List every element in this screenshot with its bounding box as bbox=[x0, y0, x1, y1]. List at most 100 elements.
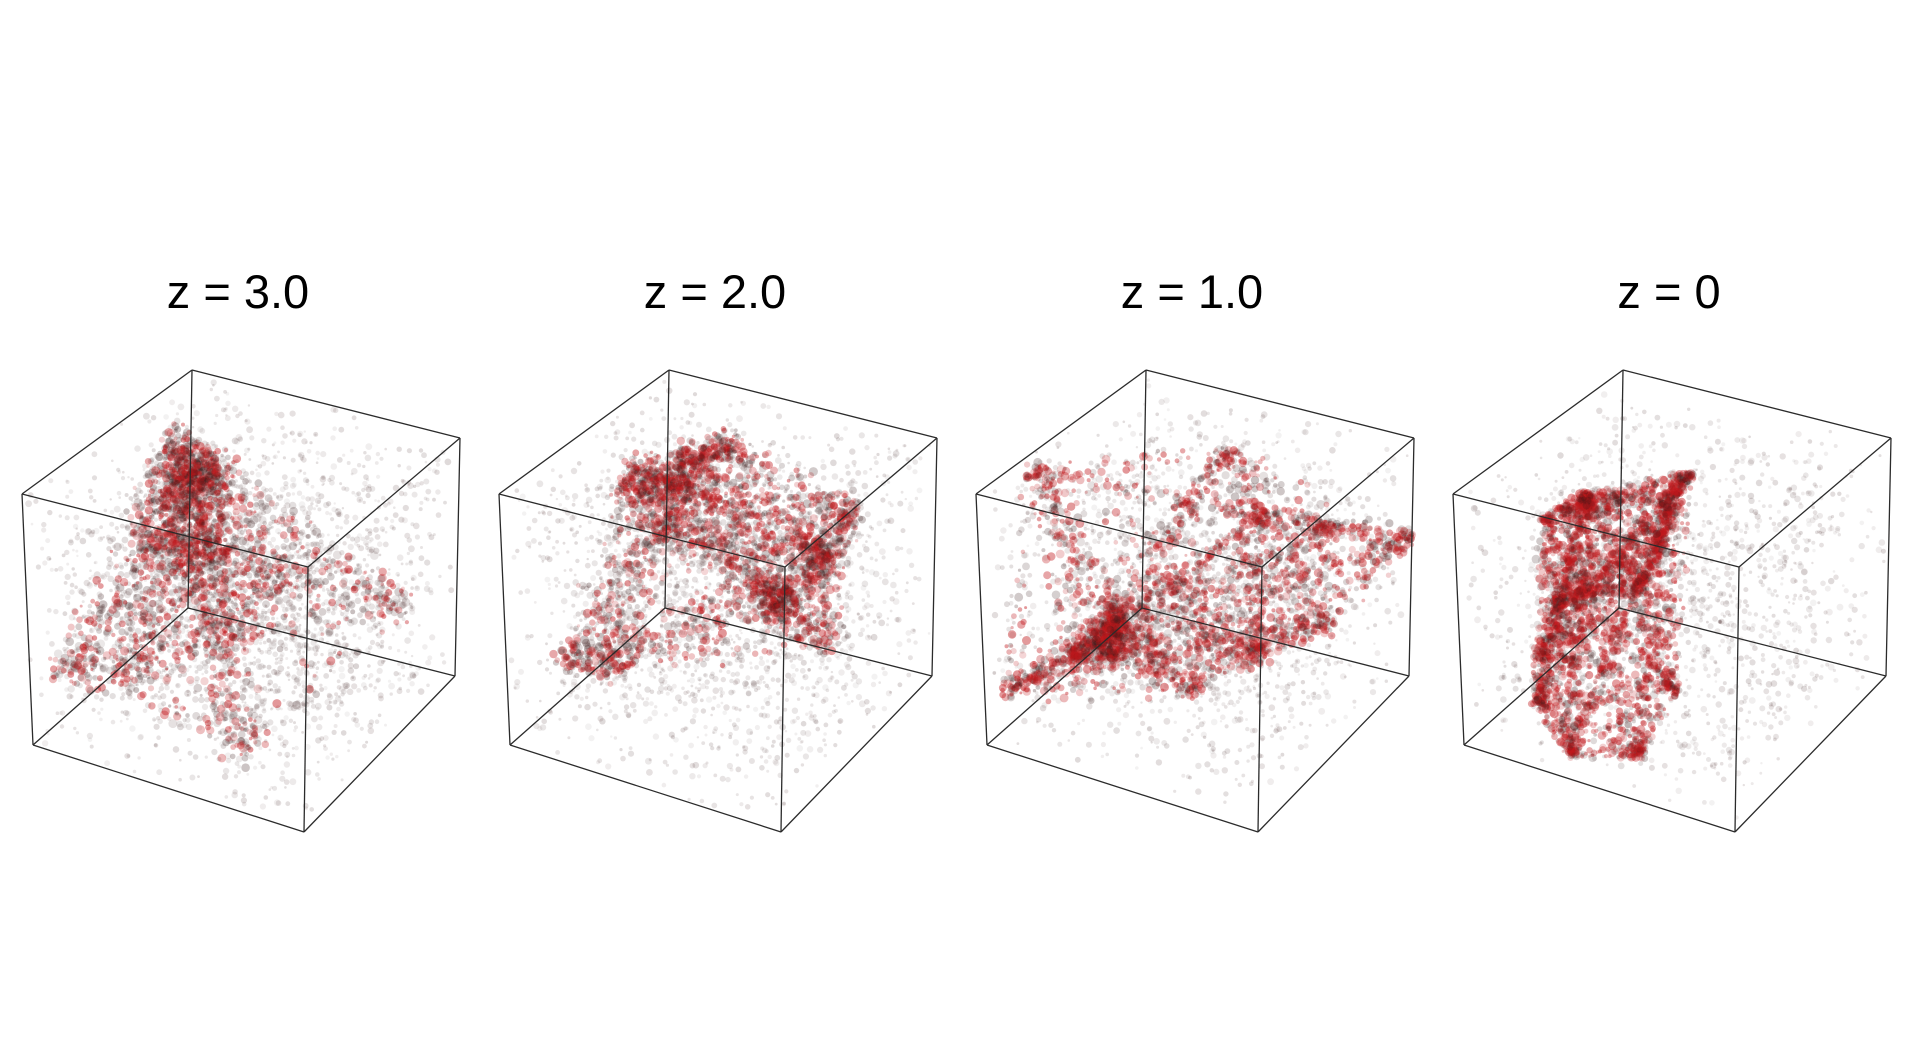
particle bbox=[238, 737, 245, 744]
particle bbox=[406, 465, 412, 471]
particle bbox=[402, 504, 409, 512]
particle bbox=[304, 517, 311, 524]
particle bbox=[342, 595, 350, 602]
particle bbox=[98, 618, 105, 626]
particle bbox=[72, 523, 79, 530]
particle bbox=[262, 557, 271, 567]
particle bbox=[259, 686, 264, 691]
particle bbox=[388, 682, 395, 690]
panel-title: z = 3.0 bbox=[0, 262, 476, 322]
particle bbox=[230, 459, 238, 467]
particle bbox=[185, 717, 191, 723]
particle bbox=[212, 550, 218, 555]
particle bbox=[307, 570, 313, 576]
particle bbox=[174, 608, 179, 614]
particle bbox=[321, 602, 326, 607]
particle bbox=[224, 540, 228, 543]
particle bbox=[78, 589, 85, 596]
particle bbox=[322, 588, 326, 592]
particle bbox=[194, 540, 197, 544]
particle bbox=[267, 595, 274, 602]
particle bbox=[242, 704, 246, 707]
particle bbox=[216, 608, 223, 616]
particle bbox=[147, 666, 154, 674]
particle bbox=[314, 567, 320, 573]
particle bbox=[243, 709, 247, 712]
particle bbox=[217, 687, 222, 692]
particle bbox=[212, 574, 219, 581]
particle bbox=[221, 469, 227, 475]
particle bbox=[73, 514, 80, 521]
particle bbox=[127, 646, 134, 653]
particle bbox=[110, 671, 118, 679]
particle bbox=[186, 629, 190, 634]
particle bbox=[393, 671, 399, 677]
particle bbox=[160, 468, 164, 472]
particle bbox=[365, 647, 371, 653]
particle bbox=[193, 516, 201, 523]
particle bbox=[124, 525, 128, 529]
particle bbox=[363, 570, 368, 574]
particle bbox=[145, 472, 149, 476]
particle bbox=[339, 685, 346, 693]
particle bbox=[99, 611, 103, 615]
particle bbox=[393, 602, 399, 607]
particle bbox=[166, 578, 171, 583]
particle bbox=[200, 551, 209, 561]
particle bbox=[178, 444, 186, 452]
particle bbox=[196, 565, 203, 572]
particle bbox=[104, 625, 112, 633]
particle bbox=[158, 593, 165, 601]
particle bbox=[142, 468, 146, 472]
particle bbox=[181, 664, 186, 669]
particle bbox=[255, 471, 262, 478]
particle bbox=[96, 627, 103, 634]
particle bbox=[348, 619, 353, 624]
particle bbox=[247, 670, 254, 677]
particle bbox=[247, 510, 255, 518]
particle bbox=[154, 533, 162, 541]
particle bbox=[239, 504, 248, 513]
particle bbox=[157, 702, 165, 710]
particle bbox=[331, 645, 334, 648]
particle bbox=[353, 570, 358, 575]
particle bbox=[195, 472, 199, 476]
particle bbox=[158, 685, 165, 692]
particle bbox=[223, 390, 228, 394]
particle bbox=[122, 680, 129, 687]
particle bbox=[224, 415, 231, 422]
particle bbox=[288, 701, 295, 708]
particle bbox=[326, 704, 333, 711]
particle bbox=[64, 515, 70, 521]
particle bbox=[177, 582, 182, 587]
particle bbox=[212, 592, 217, 598]
particle bbox=[201, 453, 205, 457]
particle bbox=[211, 475, 219, 482]
particle bbox=[192, 570, 196, 574]
particle bbox=[394, 587, 404, 597]
particle bbox=[127, 662, 136, 671]
particle bbox=[89, 619, 93, 623]
particle bbox=[108, 654, 115, 661]
particle bbox=[339, 579, 348, 588]
particle bbox=[256, 634, 264, 642]
particle bbox=[337, 596, 342, 601]
particle bbox=[66, 601, 71, 606]
particle bbox=[309, 541, 315, 547]
particle bbox=[282, 433, 288, 439]
particle bbox=[149, 542, 154, 548]
particle bbox=[222, 533, 226, 537]
particle bbox=[342, 682, 346, 687]
particle bbox=[219, 656, 223, 660]
particle bbox=[150, 494, 156, 500]
particle bbox=[132, 532, 138, 538]
particle bbox=[163, 526, 167, 531]
particle bbox=[374, 579, 381, 586]
particle bbox=[373, 526, 379, 533]
particle bbox=[290, 533, 299, 542]
particle bbox=[117, 470, 122, 474]
particle bbox=[69, 694, 74, 699]
particle bbox=[328, 572, 333, 577]
particle bbox=[202, 494, 208, 500]
particle bbox=[152, 478, 159, 485]
